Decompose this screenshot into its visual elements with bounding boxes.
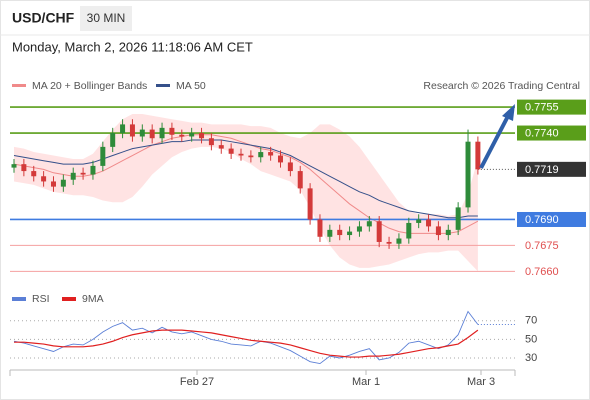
candle-body xyxy=(416,219,422,223)
candle-body xyxy=(475,141,481,170)
candle-body xyxy=(129,124,135,137)
level-label: 0.7719 xyxy=(525,164,559,176)
candle-body xyxy=(386,241,392,244)
symbol: USD/CHF xyxy=(12,10,75,26)
rsi-tick-label: 30 xyxy=(525,352,537,364)
candle-body xyxy=(218,145,224,149)
candle-body xyxy=(149,129,155,139)
bollinger-band xyxy=(14,114,478,272)
level-label-box xyxy=(517,125,586,141)
candle-body xyxy=(11,164,17,168)
candle-body xyxy=(376,221,382,242)
candle-body xyxy=(21,164,27,172)
level-label-box xyxy=(517,211,586,227)
candle-body xyxy=(139,129,145,137)
rsi-tick-label: 50 xyxy=(525,333,537,345)
candle-body xyxy=(199,133,205,139)
candle-body xyxy=(327,229,333,237)
rsi-tick-label: 70 xyxy=(525,315,537,327)
candle-body xyxy=(455,207,461,230)
candle-body xyxy=(307,188,313,220)
candle-body xyxy=(465,141,471,208)
candle-body xyxy=(238,153,244,156)
candle-body xyxy=(435,226,441,236)
candle-body xyxy=(347,231,353,236)
ma20-line xyxy=(13,134,479,234)
candle-body xyxy=(277,155,283,163)
candle-body xyxy=(189,133,195,137)
candle-body xyxy=(445,229,451,236)
candle-body xyxy=(100,146,106,166)
candle-body xyxy=(41,176,47,182)
level-label: 0.7690 xyxy=(525,214,559,226)
legend-label: MA 20 + Bollinger Bands xyxy=(32,80,147,92)
legend-label: RSI xyxy=(32,293,50,305)
level-label: 0.7755 xyxy=(525,102,559,114)
arrow-head xyxy=(502,104,515,121)
candle-body xyxy=(406,222,412,239)
candle-body xyxy=(120,124,126,134)
candle-body xyxy=(258,152,264,158)
candle-body xyxy=(80,172,86,175)
candle-body xyxy=(208,138,214,146)
candle-body xyxy=(110,133,116,147)
candle-body xyxy=(50,181,56,187)
candle-body xyxy=(287,162,293,172)
candle-body xyxy=(337,229,343,236)
x-tick-label: Feb 27 xyxy=(180,376,214,388)
legend-label: 9MA xyxy=(82,293,104,305)
candle-body xyxy=(31,171,37,177)
legend-swatch xyxy=(12,84,26,87)
legend-swatch xyxy=(12,297,26,301)
timeframe[interactable]: 30 MIN xyxy=(87,11,126,25)
candle-body xyxy=(179,134,185,137)
candle-body xyxy=(228,148,234,154)
level-label: 0.7660 xyxy=(525,266,559,278)
credit: Research © 2026 Trading Central xyxy=(423,80,580,92)
candle-body xyxy=(169,127,175,135)
x-tick-label: Mar 1 xyxy=(352,376,380,388)
rsi-line xyxy=(13,310,479,365)
ma50-line xyxy=(13,139,478,219)
candle-body xyxy=(317,219,323,237)
candle-body xyxy=(426,219,432,227)
legend-swatch xyxy=(156,84,170,87)
level-label-box xyxy=(517,161,586,177)
candle-body xyxy=(159,127,165,139)
legend-swatch xyxy=(62,297,76,301)
candle-body xyxy=(356,226,362,232)
candle-body xyxy=(268,152,274,156)
candle-body xyxy=(396,238,402,244)
arrow-shaft xyxy=(479,117,509,169)
level-label: 0.7675 xyxy=(525,240,559,252)
forecast-arrow xyxy=(479,104,515,169)
timeframe-box[interactable] xyxy=(80,6,132,31)
legend-label: MA 50 xyxy=(176,80,206,92)
candle-body xyxy=(297,171,303,189)
datetime: Monday, March 2, 2026 11:18:06 AM CET xyxy=(12,39,253,54)
level-label-box xyxy=(517,99,586,115)
candle-body xyxy=(60,179,66,187)
level-label: 0.7740 xyxy=(525,127,559,139)
candle-body xyxy=(90,165,96,175)
candle-body xyxy=(70,172,76,180)
candle-body xyxy=(366,221,372,227)
candle-body xyxy=(248,155,254,158)
rsi-line xyxy=(14,329,479,358)
x-tick-label: Mar 3 xyxy=(467,376,495,388)
